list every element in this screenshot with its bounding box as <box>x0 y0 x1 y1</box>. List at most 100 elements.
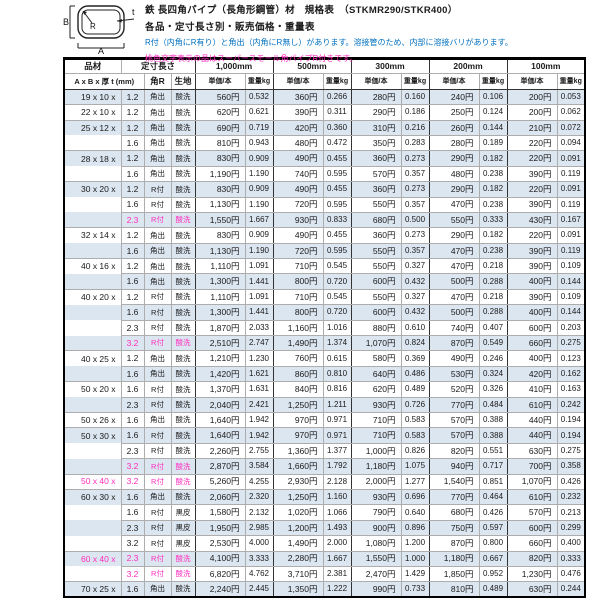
surface-finish-cell: 酸洗 <box>170 227 196 244</box>
table-row: 50 x 26 x 1.6 角出 酸洗 1,640円 1.942 970円 0.971 710円… <box>63 411 586 429</box>
weight-cell: 0.119 <box>556 165 586 183</box>
unit-price-cell: 470円 <box>428 196 480 213</box>
unit-price-cell: 1,070円 <box>350 335 402 352</box>
unit-price-cell: 600円 <box>350 304 402 321</box>
weight-cell: 0.324 <box>478 365 508 383</box>
unit-price-cell: 490円 <box>272 227 324 244</box>
unit-price-cell: 560円 <box>194 88 246 106</box>
weight-cell: 0.106 <box>478 88 508 106</box>
weight-cell: 2.985 <box>244 519 274 537</box>
weight-cell: 0.909 <box>244 227 274 244</box>
header-surface: 生地 <box>170 73 196 90</box>
weight-cell: 1.441 <box>244 304 274 321</box>
weight-cell: 0.810 <box>322 365 352 383</box>
weight-cell: 0.719 <box>244 119 274 136</box>
weight-cell: 3.333 <box>244 550 274 567</box>
weight-cell: 0.160 <box>400 88 430 106</box>
header-length-100: 100mm <box>506 57 586 75</box>
table-row: 30 x 20 x 1.2 R付 酸洗 830円 0.909 490円 0.455 360円 0.… <box>63 181 586 198</box>
unit-price-cell: 880円 <box>350 319 402 337</box>
weight-cell: 1.942 <box>244 411 274 429</box>
weight-cell: 0.238 <box>478 242 508 260</box>
unit-price-cell: 220円 <box>506 150 558 167</box>
unit-price-cell: 1,070円 <box>506 473 558 490</box>
weight-cell: 0.455 <box>322 227 352 244</box>
corner-type-cell: R付 <box>143 288 172 306</box>
unit-price-cell: 550円 <box>350 242 402 260</box>
unit-price-cell: 1,360円 <box>272 442 324 460</box>
weight-cell: 0.952 <box>478 565 508 583</box>
unit-price-cell: 640円 <box>350 365 402 383</box>
unit-price-cell: 470円 <box>428 242 480 260</box>
unit-price-cell: 2,470円 <box>350 565 402 583</box>
weight-cell: 1.374 <box>322 335 352 352</box>
thickness-cell: 1.6 <box>120 304 145 321</box>
unit-price-cell: 630円 <box>506 581 558 598</box>
page-header: B A R t 鉄 長四角パイプ（長角形鋼管）材 規格表 （STKMR290/S… <box>0 0 600 63</box>
weight-cell: 0.595 <box>322 242 352 260</box>
unit-price-cell: 390円 <box>506 196 558 213</box>
weight-cell: 0.232 <box>556 488 586 506</box>
unit-price-cell: 280円 <box>350 88 402 106</box>
corner-type-cell: 角出 <box>143 134 172 152</box>
unit-price-cell: 360円 <box>272 88 324 106</box>
weight-cell: 0.273 <box>400 150 430 167</box>
weight-cell: 0.826 <box>400 442 430 460</box>
surface-finish-cell: 酸洗 <box>170 411 196 429</box>
weight-cell: 0.194 <box>556 411 586 429</box>
corner-type-cell: R付 <box>143 181 172 198</box>
weight-cell: 0.091 <box>556 181 586 198</box>
corner-type-cell: 角出 <box>143 227 172 244</box>
corner-type-cell: R付 <box>143 335 172 352</box>
size-cell <box>63 397 122 413</box>
surface-finish-cell: 黒皮 <box>170 504 196 521</box>
thickness-cell: 2.3 <box>120 396 145 413</box>
table-row: 1.6 角出 酸洗 810円 0.943 480円 0.472 350円 0.283 280円 0.… <box>63 134 586 152</box>
weight-cell: 0.455 <box>322 181 352 198</box>
corner-type-cell: 角出 <box>143 581 172 598</box>
weight-cell: 0.472 <box>322 134 352 152</box>
unit-price-cell: 440円 <box>506 427 558 444</box>
weight-cell: 4.255 <box>244 473 274 490</box>
unit-price-cell: 570円 <box>428 411 480 429</box>
thickness-cell: 2.3 <box>120 550 145 567</box>
thickness-cell: 1.2 <box>120 258 145 275</box>
unit-price-cell: 360円 <box>350 227 402 244</box>
weight-cell: 1.190 <box>244 196 274 213</box>
unit-price-cell: 220円 <box>506 134 558 152</box>
weight-cell: 0.216 <box>400 119 430 136</box>
weight-cell: 0.072 <box>556 119 586 136</box>
weight-cell: 0.545 <box>322 288 352 306</box>
corner-type-cell: 角出 <box>143 150 172 167</box>
weight-cell: 0.273 <box>400 181 430 198</box>
weight-cell: 0.733 <box>400 581 430 598</box>
header-length: 定寸長さ <box>120 57 196 75</box>
unit-price-cell: 360円 <box>350 150 402 167</box>
weight-cell: 0.163 <box>556 381 586 398</box>
size-cell: 70 x 25 x <box>63 581 122 598</box>
size-cell <box>63 135 122 152</box>
unit-price-cell: 1,180円 <box>350 458 402 475</box>
thickness-t-label: t <box>132 7 135 17</box>
header-price: 単価/本 <box>506 73 558 90</box>
corner-type-cell: R付 <box>143 304 172 321</box>
unit-price-cell: 970円 <box>272 427 324 444</box>
unit-price-cell: 1,230円 <box>506 565 558 583</box>
weight-cell: 1.493 <box>322 519 352 537</box>
header-price: 単価/本 <box>428 73 480 90</box>
unit-price-cell: 2,510円 <box>194 335 246 352</box>
corner-type-cell: R付 <box>143 504 172 521</box>
unit-price-cell: 1,080円 <box>350 535 402 552</box>
weight-cell: 0.288 <box>478 304 508 321</box>
weight-cell: 0.242 <box>556 396 586 413</box>
unit-price-cell: 790円 <box>350 504 402 521</box>
weight-cell: 0.218 <box>478 258 508 275</box>
size-cell <box>63 458 122 475</box>
unit-price-cell: 1,370円 <box>194 381 246 398</box>
unit-price-cell: 870円 <box>428 535 480 552</box>
weight-cell: 0.615 <box>322 350 352 367</box>
unit-price-cell: 660円 <box>506 535 558 552</box>
corner-type-cell: R付 <box>143 565 172 583</box>
unit-price-cell: 1,950円 <box>194 519 246 537</box>
unit-price-cell: 3,710円 <box>272 565 324 583</box>
